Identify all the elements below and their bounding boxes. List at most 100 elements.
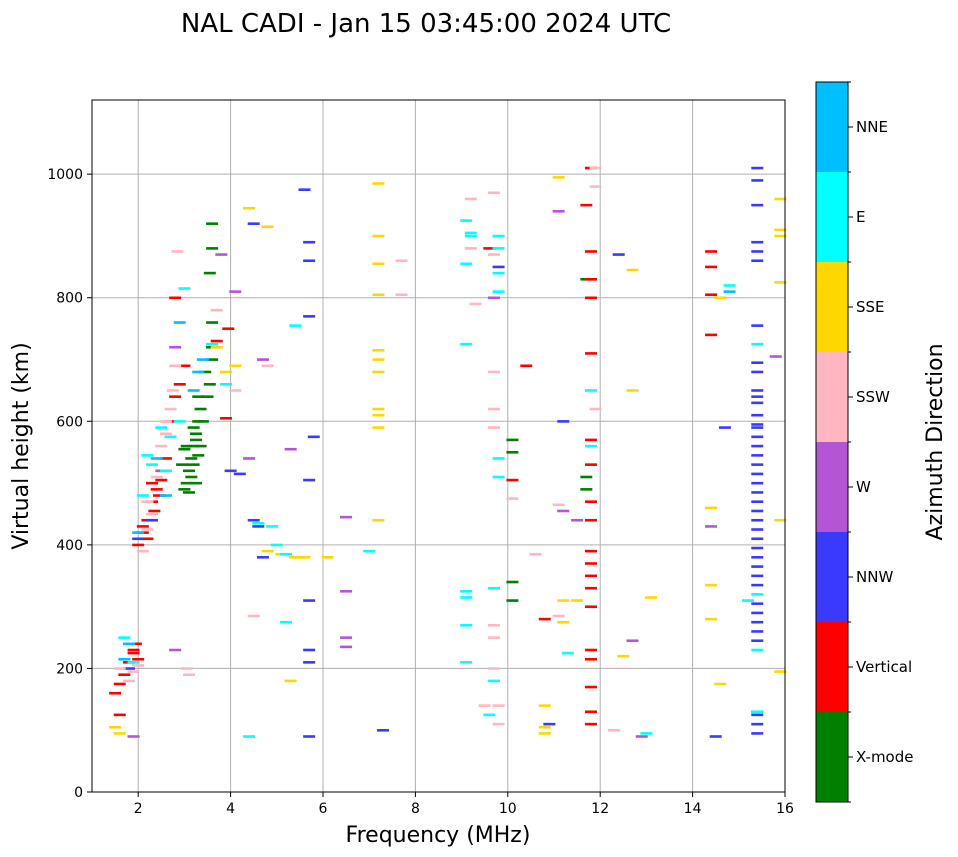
data-point-vertical bbox=[155, 478, 168, 482]
data-point-sse bbox=[372, 426, 385, 429]
data-point-vertical bbox=[584, 500, 597, 504]
data-point-x-mode bbox=[187, 444, 200, 448]
x-axis-ticks: 2 4 6 8 10 12 14 16 bbox=[134, 792, 794, 817]
data-point-w bbox=[215, 253, 228, 256]
colorbar-category-label: Vertical bbox=[856, 658, 912, 676]
data-point-x-mode bbox=[206, 247, 219, 250]
data-point-nnw bbox=[303, 735, 316, 738]
data-point-nne bbox=[159, 494, 172, 497]
data-point-nnw bbox=[751, 444, 764, 448]
data-point-vertical bbox=[584, 562, 597, 565]
data-point-sse bbox=[113, 732, 126, 735]
data-point-vertical bbox=[152, 494, 165, 497]
data-point-x-mode bbox=[185, 457, 198, 460]
colorbar-category-label: NNE bbox=[856, 118, 888, 136]
data-point-e bbox=[460, 596, 473, 599]
data-point-vertical bbox=[584, 352, 597, 355]
data-point-sse bbox=[261, 225, 274, 229]
data-point-sse bbox=[372, 262, 385, 266]
data-point-nne bbox=[196, 358, 209, 361]
data-point-sse bbox=[243, 206, 256, 210]
data-point-e bbox=[252, 522, 265, 525]
colorbar-segment-nnw bbox=[816, 532, 848, 622]
data-point-x-mode bbox=[189, 481, 202, 485]
data-point-x-mode bbox=[187, 426, 200, 429]
data-point-e bbox=[136, 494, 149, 497]
data-point-nnw bbox=[751, 732, 764, 735]
data-point-nnw bbox=[751, 509, 764, 513]
data-point-w bbox=[557, 509, 570, 513]
data-point-ssw bbox=[247, 614, 260, 618]
data-point-ssw bbox=[141, 528, 154, 531]
data-point-vertical bbox=[584, 574, 597, 578]
data-point-sse bbox=[774, 281, 787, 284]
data-point-nnw bbox=[751, 324, 764, 327]
data-point-w bbox=[552, 210, 565, 213]
x-axis-label: Frequency (MHz) bbox=[346, 823, 531, 848]
data-point-ssw bbox=[487, 370, 500, 374]
data-point-nnw bbox=[146, 518, 159, 522]
data-point-sse bbox=[538, 725, 551, 729]
data-point-nnw bbox=[751, 179, 764, 182]
data-point-nnw bbox=[298, 188, 311, 191]
data-point-x-mode bbox=[506, 599, 519, 602]
data-point-ssw bbox=[589, 166, 602, 170]
data-point-nne bbox=[187, 389, 200, 392]
data-point-sse bbox=[321, 556, 334, 559]
data-point-w bbox=[340, 589, 353, 593]
data-point-e bbox=[460, 219, 473, 222]
data-point-vertical bbox=[705, 250, 718, 253]
colorbar-segment-x-mode bbox=[816, 712, 848, 802]
data-point-vertical bbox=[148, 509, 161, 513]
data-point-nnw bbox=[751, 630, 764, 633]
data-point-vertical bbox=[132, 657, 145, 661]
data-point-e bbox=[118, 636, 131, 639]
data-point-x-mode bbox=[183, 469, 196, 473]
data-point-ssw bbox=[487, 253, 500, 256]
data-point-ssw bbox=[395, 259, 408, 263]
data-point-e bbox=[460, 262, 473, 266]
data-point-x-mode bbox=[192, 454, 205, 457]
colorbar-segment-sse bbox=[816, 262, 848, 352]
data-point-sse bbox=[626, 268, 639, 272]
data-point-vertical bbox=[506, 478, 519, 482]
data-point-sse bbox=[714, 296, 727, 300]
data-point-ssw bbox=[141, 500, 154, 504]
data-point-e bbox=[492, 475, 505, 479]
data-point-ssw bbox=[261, 364, 274, 368]
data-point-sse bbox=[617, 654, 630, 658]
colorbar-category-label: SSE bbox=[856, 298, 885, 316]
data-point-w bbox=[243, 457, 256, 460]
data-point-vertical bbox=[584, 657, 597, 661]
data-point-nnw bbox=[122, 667, 135, 670]
data-point-w bbox=[127, 735, 140, 738]
colorbar-label: Azimuth Direction bbox=[923, 343, 948, 540]
data-point-ssw bbox=[229, 389, 242, 392]
data-point-x-mode bbox=[194, 407, 207, 411]
data-point-vertical bbox=[178, 364, 191, 368]
data-point-ssw bbox=[132, 664, 145, 667]
data-point-vertical bbox=[146, 481, 159, 485]
data-point-vertical bbox=[584, 549, 597, 553]
data-point-vertical bbox=[584, 605, 597, 609]
data-point-e bbox=[464, 234, 477, 238]
data-point-ssw bbox=[464, 197, 477, 201]
data-point-nnw bbox=[751, 413, 764, 417]
data-point-sse bbox=[538, 732, 551, 735]
data-point-vertical bbox=[584, 438, 597, 442]
x-tick-label: 2 bbox=[134, 801, 143, 817]
colorbar-category-label: W bbox=[856, 478, 871, 496]
data-point-vertical bbox=[584, 586, 597, 590]
colorbar-segment-e bbox=[816, 172, 848, 262]
data-point-x-mode bbox=[506, 450, 519, 454]
data-point-vertical bbox=[584, 463, 597, 466]
data-point-x-mode bbox=[201, 395, 214, 398]
data-point-nnw bbox=[751, 435, 764, 439]
data-point-w bbox=[256, 358, 269, 361]
data-point-ssw bbox=[150, 475, 163, 479]
data-point-e bbox=[460, 661, 473, 664]
data-point-sse bbox=[645, 596, 658, 599]
data-point-e bbox=[742, 599, 755, 602]
data-point-sse bbox=[557, 620, 570, 624]
